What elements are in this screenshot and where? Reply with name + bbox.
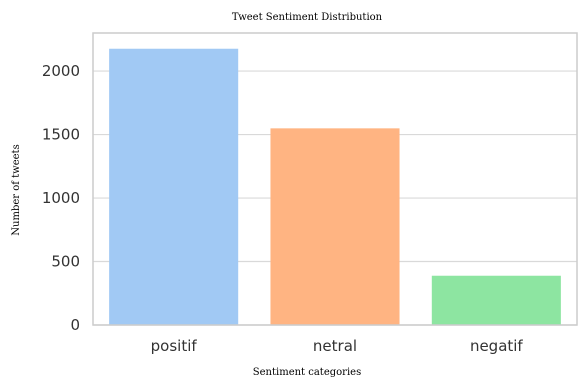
y-tick-label: 2000 <box>42 62 80 80</box>
x-axis-label: Sentiment categories <box>253 367 361 378</box>
x-tick-label-positif: positif <box>151 337 198 355</box>
bar-negatif <box>431 275 561 325</box>
y-tick-label: 1000 <box>42 189 80 207</box>
y-axis-label: Number of tweets <box>11 144 22 235</box>
bars <box>109 48 561 325</box>
x-tick-labels: positif netral negatif <box>151 337 524 355</box>
y-tick-label: 1500 <box>42 126 80 144</box>
x-tick-label-negatif: negatif <box>470 337 523 355</box>
bar-netral <box>270 128 400 325</box>
y-tick-labels: 0 500 1000 1500 2000 <box>42 62 80 334</box>
x-tick-label-netral: netral <box>313 337 357 355</box>
bar-positif <box>109 48 239 325</box>
y-tick-label: 500 <box>51 253 80 271</box>
chart-title: Tweet Sentiment Distribution <box>232 12 383 23</box>
plot-frame <box>92 32 578 326</box>
y-tick-label: 0 <box>70 316 80 334</box>
